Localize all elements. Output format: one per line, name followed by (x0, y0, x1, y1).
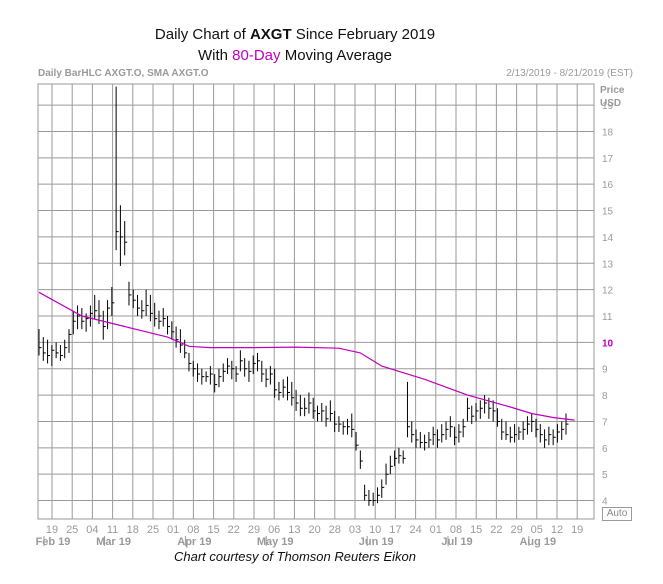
x-tick-label: 25 (66, 524, 78, 536)
y-axis-title: USD (600, 98, 621, 109)
x-month-label: Feb 19 (36, 536, 71, 548)
y-tick-label: 11 (602, 312, 613, 323)
x-tick-label: 20 (308, 524, 320, 536)
y-axis-title: Price (600, 85, 625, 96)
x-tick-label: 19 (571, 524, 583, 536)
x-tick-label: 28 (329, 524, 341, 536)
y-tick-label: 7 (602, 417, 608, 428)
x-tick-label: 22 (490, 524, 502, 536)
x-tick-label: 05 (531, 524, 543, 536)
x-tick-label: 03 (349, 524, 361, 536)
x-tick-label: 08 (450, 524, 462, 536)
y-tick-label: 19 (602, 101, 614, 112)
y-tick-label: 10 (602, 338, 614, 349)
x-tick-label: 17 (389, 524, 401, 536)
chart-title-ticker: AXGT (249, 26, 292, 43)
x-tick-label: 06 (268, 524, 280, 536)
x-tick-label: 24 (409, 524, 421, 536)
y-tick-label: 12 (602, 286, 614, 297)
x-tick-label: 01 (430, 524, 442, 536)
y-tick-label: 6 (602, 444, 608, 455)
x-tick-label: 01 (167, 524, 179, 536)
x-month-label: Jul 19 (441, 536, 472, 548)
y-tick-label: 18 (602, 127, 614, 138)
x-month-label: Jun 19 (359, 536, 394, 548)
auto-scale-button[interactable]: Auto (602, 507, 632, 521)
chart-title-line1: Daily Chart of AXGT Since February 2019 (154, 26, 436, 43)
plot-frame (37, 83, 595, 520)
y-tick-label: 15 (602, 207, 614, 218)
x-tick-label: 12 (551, 524, 563, 536)
y-tick-label: 16 (602, 180, 614, 191)
y-tick-label: 13 (602, 259, 614, 270)
x-month-label: May 19 (257, 536, 294, 548)
y-tick-label: 9 (602, 365, 608, 376)
x-tick-label: 18 (127, 524, 139, 536)
y-tick-label: 5 (602, 470, 608, 481)
x-month-label: Mar 19 (96, 536, 131, 548)
x-tick-label: 15 (470, 524, 482, 536)
chart-caption: Chart courtesy of Thomson Reuters Eikon (173, 549, 417, 564)
y-tick-label: 8 (602, 391, 608, 402)
x-tick-label: 08 (187, 524, 199, 536)
sma-line (38, 291, 575, 421)
price-bars (38, 86, 569, 506)
x-tick-label: 13 (288, 524, 300, 536)
chart-grid (37, 83, 595, 520)
y-tick-label: 17 (602, 154, 614, 165)
sma-period-label: 80-Day (232, 47, 281, 64)
chart-header-daterange: 2/13/2019 - 8/21/2019 (EST) (506, 68, 633, 79)
x-tick-label: 10 (369, 524, 381, 536)
x-tick-label: 11 (107, 524, 118, 536)
x-tick-label: 04 (86, 524, 98, 536)
x-tick-label: 15 (207, 524, 219, 536)
x-tick-label: 25 (147, 524, 159, 536)
x-tick-label: 29 (248, 524, 260, 536)
x-axis: 19 25 04 11 18 25 01 08 15 22 29 06 13 20 28 03 10 17 24 01… (36, 524, 584, 548)
x-month-label: Apr 19 (177, 536, 211, 548)
x-tick-label: 19 (46, 524, 58, 536)
y-tick-label: 4 (602, 497, 608, 508)
y-axis: 4 5 6 7 8 9 10 11 12 13 14 15 16 17 18 19 Price USD (600, 85, 625, 508)
x-month-label: Aug 19 (519, 536, 556, 548)
x-tick-label: 29 (510, 524, 522, 536)
y-tick-label: 14 (602, 233, 614, 244)
chart-title-line2: With 80-Day Moving Average (198, 47, 392, 64)
chart-header-series: Daily BarHLC AXGT.O, SMA AXGT.O (38, 68, 209, 79)
x-tick-label: 22 (228, 524, 240, 536)
